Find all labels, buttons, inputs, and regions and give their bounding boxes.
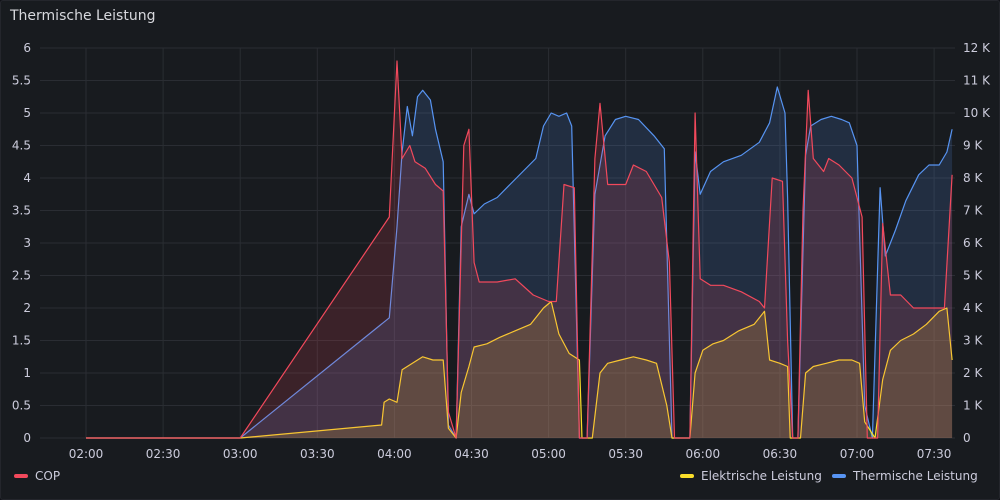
series-area-cop — [86, 61, 953, 438]
x-tick-label: 03:00 — [223, 447, 258, 461]
y-left-tick-label: 4.5 — [12, 139, 31, 153]
series-line-cop — [86, 60, 953, 439]
y-right-tick-label: 10 K — [963, 106, 991, 120]
y-left-tick-label: 2.5 — [12, 269, 31, 283]
legend-label-elektrische: Elektrische Leistung — [701, 469, 822, 483]
x-tick-label: 07:30 — [917, 447, 952, 461]
x-tick-label: 02:30 — [146, 447, 181, 461]
x-axis: 02:00 02:30 03:00 03:30 04:00 04:30 05:00 05:30… — [69, 447, 952, 461]
y-right-tick-label: 12 K — [963, 41, 991, 55]
y-right-tick-label: 6 K — [963, 236, 983, 250]
legend-item-elektrische-leistung[interactable]: Elektrische Leistung — [680, 469, 822, 483]
y-left-tick-label: 0.5 — [12, 399, 31, 413]
x-tick-label: 06:30 — [763, 447, 798, 461]
y-left-tick-label: 6 — [23, 41, 31, 55]
y-right-tick-label: 7 K — [963, 204, 983, 218]
y-right-tick-label: 11 K — [963, 74, 991, 88]
y-left-tick-label: 4 — [23, 171, 31, 185]
x-tick-label: 04:00 — [377, 447, 412, 461]
y-left-tick-label: 2 — [23, 301, 31, 315]
y-axis-left: 0 0.5 1 1.5 2 2.5 3 3.5 4 4.5 5 5.5 6 — [12, 41, 31, 445]
x-tick-label: 07:00 — [840, 447, 875, 461]
x-tick-label: 05:30 — [608, 447, 643, 461]
y-right-tick-label: 2 K — [963, 366, 983, 380]
legend-swatch-cop — [14, 474, 28, 478]
y-right-tick-label: 3 K — [963, 334, 983, 348]
legend-swatch-thermische — [832, 474, 846, 478]
x-tick-label: 04:30 — [454, 447, 489, 461]
y-right-tick-label: 9 K — [963, 139, 983, 153]
y-left-tick-label: 3.5 — [12, 204, 31, 218]
series-group — [86, 60, 953, 439]
series-line-elektrische-leistung — [86, 300, 953, 439]
y-right-tick-label: 0 — [963, 431, 971, 445]
y-left-tick-label: 5.5 — [12, 74, 31, 88]
x-tick-label: 06:00 — [686, 447, 721, 461]
series-area-thermische-leistung — [86, 87, 953, 438]
x-tick-label: 05:00 — [531, 447, 566, 461]
series-area-elektrische-leistung — [86, 301, 953, 438]
y-right-tick-label: 1 K — [963, 399, 983, 413]
legend-label-cop: COP — [35, 469, 61, 483]
y-left-tick-label: 1.5 — [12, 334, 31, 348]
y-right-tick-label: 4 K — [963, 301, 983, 315]
y-left-tick-label: 3 — [23, 236, 31, 250]
legend-item-thermische-leistung[interactable]: Thermische Leistung — [832, 469, 978, 483]
x-tick-label: 03:30 — [300, 447, 335, 461]
y-left-tick-label: 0 — [23, 431, 31, 445]
y-axis-right: 0 1 K 2 K 3 K 4 K 5 K 6 K 7 K 8 K 9 K 10 K 11 K 12 K — [963, 41, 991, 445]
panel-title: Thermische Leistung — [10, 8, 156, 24]
legend-item-cop[interactable]: COP — [14, 469, 60, 483]
y-left-tick-label: 5 — [23, 106, 31, 120]
y-left-tick-label: 1 — [23, 366, 31, 380]
legend-swatch-elektrische — [680, 474, 694, 478]
y-right-tick-label: 8 K — [963, 171, 983, 185]
x-tick-label: 02:00 — [69, 447, 104, 461]
y-right-tick-label: 5 K — [963, 269, 983, 283]
legend-label-thermische: Thermische Leistung — [853, 469, 978, 483]
